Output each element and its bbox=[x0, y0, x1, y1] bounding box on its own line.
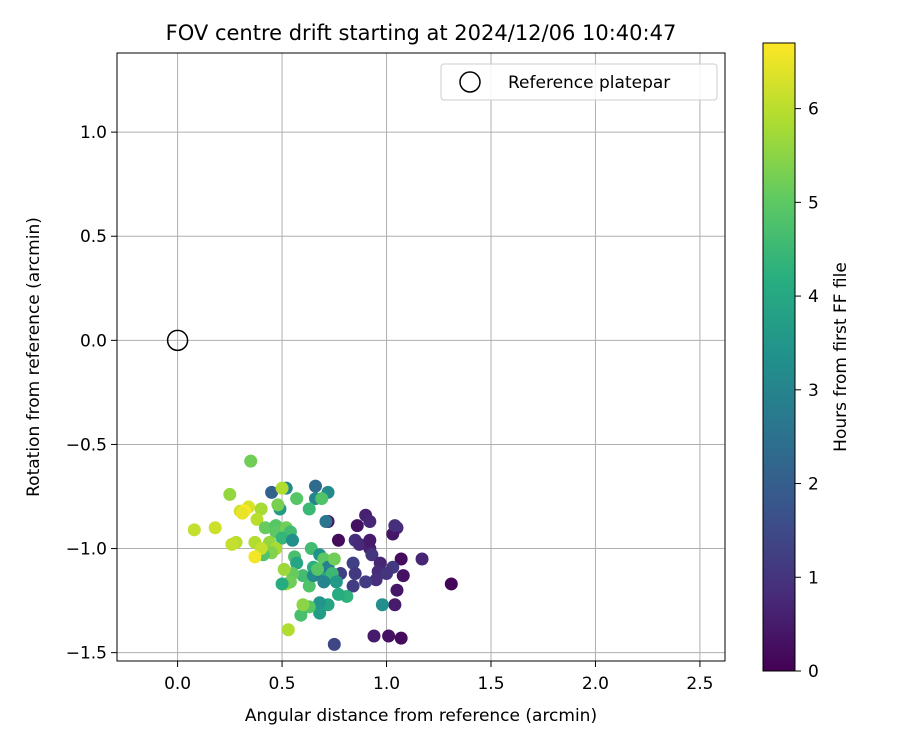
data-point bbox=[388, 519, 402, 533]
data-point bbox=[275, 481, 289, 495]
data-point bbox=[258, 521, 272, 535]
data-point bbox=[380, 567, 394, 581]
data-point bbox=[375, 598, 389, 612]
data-point bbox=[225, 537, 239, 551]
data-point bbox=[286, 533, 300, 547]
data-point bbox=[363, 514, 377, 528]
y-axis-label: Rotation from reference (arcmin) bbox=[24, 217, 44, 497]
plot-frame bbox=[116, 52, 726, 662]
data-point bbox=[277, 562, 291, 576]
y-tick-label: 0.0 bbox=[80, 331, 107, 351]
colorbar-label: Hours from first FF file bbox=[831, 262, 851, 452]
x-axis-label: Angular distance from reference (arcmin) bbox=[245, 706, 597, 726]
data-point bbox=[444, 577, 458, 591]
colorbar-tick-label: 4 bbox=[808, 287, 819, 307]
x-tick-label: 1.5 bbox=[477, 674, 504, 694]
data-point bbox=[244, 454, 258, 468]
colorbar-tick-label: 6 bbox=[808, 100, 819, 120]
data-point bbox=[327, 552, 341, 566]
data-point bbox=[359, 575, 373, 589]
data-point bbox=[415, 552, 429, 566]
data-points bbox=[187, 454, 458, 651]
data-point bbox=[365, 548, 379, 562]
y-tick-label: −1.0 bbox=[66, 540, 107, 560]
data-point bbox=[208, 521, 222, 535]
data-point bbox=[350, 519, 364, 533]
y-tick-label: 0.5 bbox=[80, 227, 107, 247]
y-tick-label: 1.0 bbox=[80, 123, 107, 143]
x-tick-label: 0.0 bbox=[164, 674, 191, 694]
y-axis-ticks: −1.5 −1.0 −0.5 0.0 0.5 1.0 bbox=[66, 123, 117, 664]
data-point bbox=[382, 629, 396, 643]
x-tick-label: 2.5 bbox=[686, 674, 713, 694]
data-point bbox=[367, 629, 381, 643]
colorbar-tick-label: 2 bbox=[808, 475, 819, 495]
chart-title: FOV centre drift starting at 2024/12/06 … bbox=[166, 21, 677, 45]
data-point bbox=[369, 573, 383, 587]
data-point bbox=[223, 487, 237, 501]
data-point bbox=[275, 577, 289, 591]
legend-marker bbox=[459, 71, 481, 93]
grid-lines bbox=[117, 53, 725, 661]
data-point bbox=[327, 637, 341, 651]
data-point bbox=[250, 512, 264, 526]
colorbar-ticks: 0 1 2 3 4 5 6 bbox=[795, 100, 819, 682]
data-point bbox=[329, 575, 343, 589]
colorbar-tick-label: 3 bbox=[808, 381, 819, 401]
data-point bbox=[235, 506, 249, 520]
x-axis-ticks: 0.0 0.5 1.0 1.5 2.0 2.5 bbox=[164, 661, 713, 694]
data-point bbox=[346, 579, 360, 593]
data-point bbox=[319, 514, 333, 528]
data-point bbox=[331, 587, 345, 601]
data-point bbox=[396, 569, 410, 583]
data-point bbox=[302, 579, 316, 593]
colorbar-gradient bbox=[762, 42, 796, 672]
colorbar: 0 1 2 3 4 5 6 Hours from first FF file bbox=[762, 42, 851, 682]
data-point bbox=[331, 533, 345, 547]
data-point bbox=[394, 552, 408, 566]
data-point bbox=[271, 498, 285, 512]
data-point bbox=[346, 556, 360, 570]
data-point bbox=[187, 523, 201, 537]
data-point bbox=[302, 502, 316, 516]
data-point bbox=[290, 492, 304, 506]
data-point bbox=[290, 556, 304, 570]
data-point bbox=[390, 583, 404, 597]
legend-label: Reference platepar bbox=[508, 73, 670, 93]
data-point bbox=[275, 531, 289, 545]
data-point bbox=[313, 596, 327, 610]
reference-marker bbox=[166, 329, 189, 352]
legend-box bbox=[440, 63, 718, 101]
data-point bbox=[352, 537, 366, 551]
y-tick-label: −0.5 bbox=[66, 435, 107, 455]
legend: Reference platepar bbox=[440, 63, 718, 101]
data-point bbox=[265, 485, 279, 499]
colorbar-tick-label: 0 bbox=[808, 662, 819, 682]
data-point bbox=[315, 492, 329, 506]
data-point bbox=[248, 550, 262, 564]
data-point bbox=[311, 562, 325, 576]
data-point bbox=[317, 575, 331, 589]
data-point bbox=[308, 479, 322, 493]
data-point bbox=[281, 623, 295, 637]
data-point bbox=[254, 502, 268, 516]
x-tick-label: 1.0 bbox=[373, 674, 400, 694]
data-point bbox=[394, 631, 408, 645]
colorbar-tick-label: 5 bbox=[808, 193, 819, 213]
x-tick-label: 2.0 bbox=[582, 674, 609, 694]
data-point bbox=[363, 533, 377, 547]
colorbar-tick-label: 1 bbox=[808, 568, 819, 588]
x-tick-label: 0.5 bbox=[269, 674, 296, 694]
data-point bbox=[388, 598, 402, 612]
data-point bbox=[313, 606, 327, 620]
data-point bbox=[294, 608, 308, 622]
data-point bbox=[296, 598, 310, 612]
data-point bbox=[348, 567, 362, 581]
data-point bbox=[296, 569, 310, 583]
y-tick-label: −1.5 bbox=[66, 644, 107, 664]
